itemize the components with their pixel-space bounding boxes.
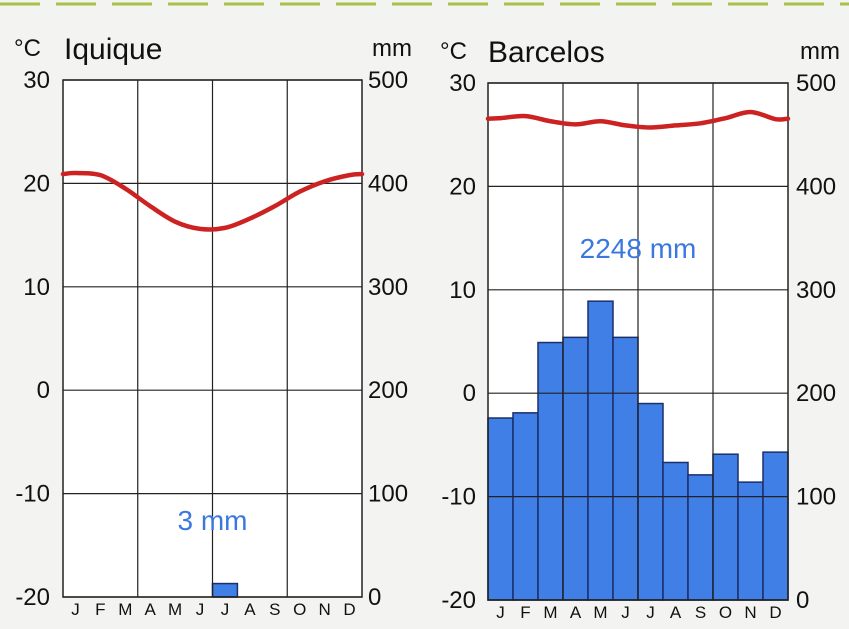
- precip-tick-label: 100: [368, 481, 408, 508]
- precip-bar-5: [588, 301, 613, 600]
- month-label: D: [769, 603, 781, 622]
- month-label: A: [244, 600, 256, 619]
- annual-precip-label: 3 mm: [178, 505, 248, 536]
- month-label: S: [269, 600, 280, 619]
- temp-tick-label: -10: [441, 484, 476, 511]
- month-label: M: [543, 603, 557, 622]
- month-label: N: [744, 603, 756, 622]
- precip-tick-label: 500: [368, 67, 408, 94]
- precip-tick-label: 300: [796, 277, 836, 304]
- temp-tick-label: -10: [15, 481, 50, 508]
- precip-tick-label: 400: [796, 173, 836, 200]
- month-label: J: [196, 600, 205, 619]
- precip-tick-label: 400: [368, 170, 408, 197]
- temp-tick-label: -20: [15, 584, 50, 611]
- temp-tick-label: 30: [449, 70, 476, 97]
- precip-bar-1: [488, 418, 513, 600]
- precip-tick-label: 0: [796, 587, 809, 614]
- precip-tick-label: 200: [368, 377, 408, 404]
- precip-bar-9: [688, 475, 713, 600]
- precip-bar-10: [713, 454, 738, 600]
- precip-bar-8: [663, 462, 688, 600]
- precip-tick-label: 200: [796, 380, 836, 407]
- month-label: N: [318, 600, 330, 619]
- temp-tick-label: 20: [449, 173, 476, 200]
- station-title: Iquique: [64, 33, 162, 66]
- temp-tick-label: -20: [441, 587, 476, 614]
- month-label: J: [646, 603, 655, 622]
- month-label: O: [293, 600, 306, 619]
- precip-bar-7: [213, 584, 238, 597]
- temp-tick-label: 30: [23, 67, 50, 94]
- month-label: J: [221, 600, 230, 619]
- precip-tick-label: 100: [796, 484, 836, 511]
- month-label: F: [520, 603, 530, 622]
- temp-tick-label: 10: [23, 274, 50, 301]
- month-label: J: [71, 600, 80, 619]
- temp-tick-label: 10: [449, 277, 476, 304]
- temp-unit-label: °C: [14, 35, 41, 62]
- month-label: A: [570, 603, 582, 622]
- month-label: O: [719, 603, 732, 622]
- temp-tick-label: 20: [23, 170, 50, 197]
- precip-bar-4: [563, 337, 588, 600]
- precip-unit-label: mm: [800, 38, 840, 65]
- precip-bar-6: [613, 337, 638, 600]
- precip-bar-3: [538, 343, 563, 600]
- precip-tick-label: 0: [368, 584, 381, 611]
- precip-tick-label: 500: [796, 70, 836, 97]
- month-label: M: [593, 603, 607, 622]
- month-label: M: [168, 600, 182, 619]
- temp-tick-label: 0: [463, 380, 476, 407]
- month-label: J: [621, 603, 630, 622]
- month-label: S: [695, 603, 706, 622]
- precip-tick-label: 300: [368, 274, 408, 301]
- station-title: Barcelos: [488, 36, 605, 69]
- precip-bar-12: [763, 452, 788, 600]
- precip-unit-label: mm: [372, 35, 412, 62]
- precip-bar-2: [513, 413, 538, 600]
- month-label: D: [343, 600, 355, 619]
- precip-bar-11: [738, 482, 763, 600]
- month-label: M: [118, 600, 132, 619]
- month-label: A: [145, 600, 157, 619]
- month-label: J: [496, 603, 505, 622]
- precip-bar-7: [638, 404, 663, 600]
- month-label: F: [95, 600, 105, 619]
- month-label: A: [670, 603, 682, 622]
- annual-precip-label: 2248 mm: [580, 233, 697, 264]
- temp-tick-label: 0: [37, 377, 50, 404]
- temp-unit-label: °C: [440, 38, 467, 65]
